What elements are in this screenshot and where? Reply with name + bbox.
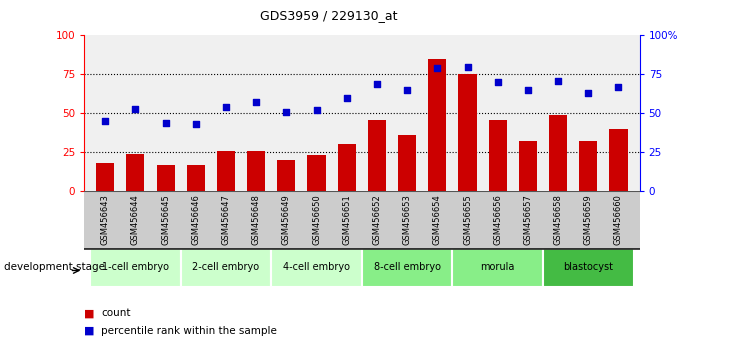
- Bar: [398, 135, 416, 191]
- Point: [492, 79, 504, 85]
- Point: [371, 81, 383, 86]
- Bar: [362, 248, 452, 287]
- Bar: [519, 141, 537, 191]
- Bar: [338, 144, 356, 191]
- Bar: [308, 155, 325, 191]
- Text: development stage: development stage: [4, 262, 105, 272]
- Text: GSM456647: GSM456647: [221, 194, 230, 245]
- Bar: [156, 165, 175, 191]
- Text: 1-cell embryo: 1-cell embryo: [102, 262, 169, 272]
- Point: [522, 87, 534, 93]
- Bar: [452, 248, 543, 287]
- Bar: [181, 248, 271, 287]
- Text: GSM456656: GSM456656: [493, 194, 502, 245]
- Point: [431, 65, 443, 71]
- Text: GSM456650: GSM456650: [312, 194, 321, 245]
- Bar: [271, 248, 362, 287]
- Bar: [368, 120, 386, 191]
- Text: GSM456648: GSM456648: [251, 194, 261, 245]
- Point: [281, 109, 292, 115]
- Text: GSM456651: GSM456651: [342, 194, 352, 245]
- Point: [311, 107, 322, 113]
- Text: percentile rank within the sample: percentile rank within the sample: [101, 326, 277, 336]
- Text: GSM456653: GSM456653: [403, 194, 412, 245]
- Text: GSM456643: GSM456643: [101, 194, 110, 245]
- Text: 4-cell embryo: 4-cell embryo: [283, 262, 350, 272]
- Bar: [126, 154, 145, 191]
- Bar: [488, 120, 507, 191]
- Point: [160, 120, 172, 125]
- Text: GSM456645: GSM456645: [161, 194, 170, 245]
- Point: [129, 106, 141, 112]
- Bar: [90, 248, 181, 287]
- Text: GSM456655: GSM456655: [463, 194, 472, 245]
- Point: [583, 90, 594, 96]
- Bar: [458, 74, 477, 191]
- Text: GSM456649: GSM456649: [282, 194, 291, 245]
- Bar: [549, 115, 567, 191]
- Bar: [247, 151, 265, 191]
- Point: [462, 64, 474, 69]
- Bar: [277, 160, 295, 191]
- Text: GDS3959 / 229130_at: GDS3959 / 229130_at: [260, 9, 398, 22]
- Bar: [96, 163, 114, 191]
- Bar: [428, 59, 447, 191]
- Text: 8-cell embryo: 8-cell embryo: [374, 262, 441, 272]
- Bar: [186, 165, 205, 191]
- Point: [552, 78, 564, 84]
- Text: GSM456659: GSM456659: [584, 194, 593, 245]
- Text: GSM456660: GSM456660: [614, 194, 623, 245]
- Text: GSM456646: GSM456646: [192, 194, 200, 245]
- Text: GSM456652: GSM456652: [372, 194, 382, 245]
- Bar: [217, 151, 235, 191]
- Text: GSM456654: GSM456654: [433, 194, 442, 245]
- Point: [613, 84, 624, 90]
- Text: GSM456657: GSM456657: [523, 194, 532, 245]
- Bar: [543, 248, 634, 287]
- Point: [341, 95, 352, 101]
- Point: [99, 118, 111, 124]
- Point: [190, 121, 202, 127]
- Point: [250, 99, 262, 105]
- Text: ■: ■: [84, 326, 94, 336]
- Text: 2-cell embryo: 2-cell embryo: [192, 262, 260, 272]
- Point: [401, 87, 413, 93]
- Bar: [579, 141, 597, 191]
- Text: GSM456644: GSM456644: [131, 194, 140, 245]
- Text: blastocyst: blastocyst: [564, 262, 613, 272]
- Bar: [610, 129, 627, 191]
- Text: ■: ■: [84, 308, 94, 318]
- Text: count: count: [101, 308, 130, 318]
- Text: morula: morula: [480, 262, 515, 272]
- Point: [220, 104, 232, 110]
- Text: GSM456658: GSM456658: [553, 194, 563, 245]
